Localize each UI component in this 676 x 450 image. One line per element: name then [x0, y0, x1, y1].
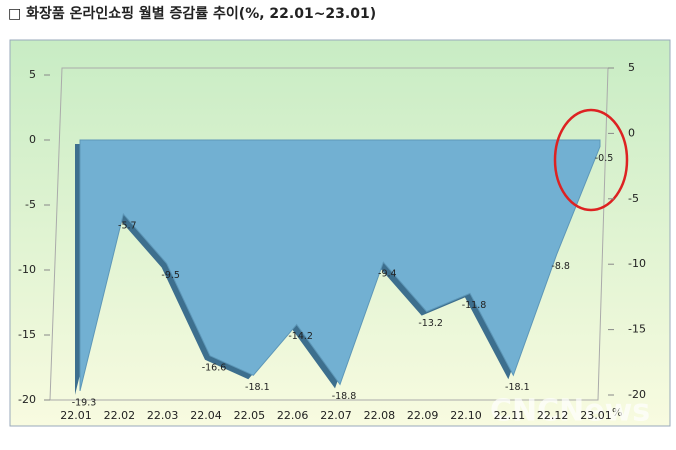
- x-tick-label: 22.11: [494, 409, 526, 422]
- x-tick-label: 22.05: [234, 409, 266, 422]
- x-tick-label: 22.06: [277, 409, 309, 422]
- x-tick-label: 22.12: [537, 409, 569, 422]
- x-tick-label: 22.08: [364, 409, 396, 422]
- x-tick-label: 22.03: [147, 409, 179, 422]
- value-label: -18.1: [245, 382, 270, 393]
- x-tick-label: 22.02: [104, 409, 136, 422]
- y-tick-label: 5: [29, 68, 36, 81]
- value-label: -14.2: [288, 331, 313, 342]
- x-tick-label: 23.01: [580, 409, 612, 422]
- x-tick-label: 22.04: [190, 409, 222, 422]
- unit-label: %: [612, 406, 622, 419]
- y2-tick-label: -20: [628, 388, 646, 401]
- value-label: -9.4: [378, 269, 397, 280]
- value-label: -8.8: [551, 261, 570, 272]
- y-tick-label: 0: [29, 133, 36, 146]
- y2-tick-label: -10: [628, 257, 646, 270]
- highlight-circle: [553, 108, 629, 212]
- y2-tick-label: 0: [628, 126, 635, 139]
- x-tick-label: 22.01: [60, 409, 92, 422]
- value-label: -18.8: [332, 391, 357, 402]
- value-label: -19.3: [72, 397, 97, 408]
- y-tick-label: -5: [25, 198, 36, 211]
- value-label: -16.6: [202, 362, 227, 373]
- watermark: CNCNews: [490, 394, 650, 429]
- value-label: -9.5: [161, 270, 180, 281]
- value-label: -5.7: [118, 221, 137, 232]
- y-tick-label: -15: [18, 328, 36, 341]
- area: [79, 139, 601, 392]
- value-label: -0.5: [595, 153, 614, 164]
- y-tick-label: -10: [18, 263, 36, 276]
- y2-tick-label: 5: [628, 61, 635, 74]
- value-label: -11.8: [462, 300, 487, 311]
- y2-tick-label: -5: [628, 192, 639, 205]
- value-label: -13.2: [418, 318, 443, 329]
- value-label: -18.1: [505, 382, 530, 393]
- x-tick-label: 22.10: [450, 409, 482, 422]
- y2-tick-label: -15: [628, 323, 646, 336]
- chart-title: □ 화장품 온라인쇼핑 월별 증감률 추이(%, 22.01~23.01): [8, 5, 376, 22]
- y-tick-label: -20: [18, 393, 36, 406]
- x-tick-label: 22.09: [407, 409, 439, 422]
- x-tick-label: 22.07: [320, 409, 352, 422]
